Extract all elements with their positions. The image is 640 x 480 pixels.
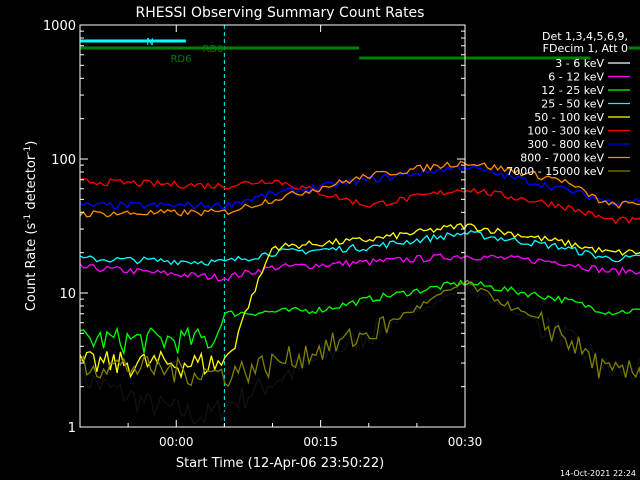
flag-label-n: N	[146, 37, 153, 48]
series-line-0	[79, 284, 640, 425]
flag-label-rd0: RD0	[202, 44, 223, 55]
x-tick-label-0: 00:00	[159, 435, 194, 449]
legend-header-line-2: FDecim 1, Att 0	[543, 42, 628, 55]
series-line-2	[79, 279, 640, 356]
series-line-1	[79, 253, 640, 282]
y-tick-label-0: 1	[68, 421, 76, 436]
legend-label-5: 100 - 300 keV	[527, 125, 604, 138]
y-axis-label: Count Rate (s-1 detector-1)	[23, 141, 39, 312]
series-line-5	[79, 178, 640, 225]
series-line-3	[79, 230, 640, 266]
x-axis-label: Start Time (12-Apr-06 23:50:22)	[176, 456, 384, 471]
flag-label-rd6: RD6	[170, 54, 191, 65]
y-tick-label-1: 10	[59, 287, 76, 302]
series-line-6	[79, 165, 640, 210]
x-tick-label-2: 00:30	[448, 435, 483, 449]
series-line-8	[79, 279, 640, 388]
series-line-4	[79, 223, 640, 380]
x-tick-label-1: 00:15	[303, 435, 338, 449]
legend-label-0: 3 - 6 keV	[555, 57, 604, 70]
legend-label-6: 300 - 800 keV	[527, 138, 604, 151]
legend-label-2: 12 - 25 keV	[541, 84, 604, 97]
plot-area: N RD0 RD6 00:00 00:15 00:30 1 10 100 1000	[43, 19, 640, 449]
y-tick-label-2: 100	[51, 153, 76, 168]
legend-label-7: 800 - 7000 keV	[520, 152, 604, 165]
legend-label-4: 50 - 100 keV	[534, 111, 604, 124]
footer-timestamp: 14-Oct-2021 22:24	[560, 469, 636, 478]
legend-label-8: 7000 - 15000 keV	[506, 165, 604, 178]
legend-label-1: 6 - 12 keV	[548, 71, 604, 84]
legend-label-3: 25 - 50 keV	[541, 98, 604, 111]
legend-header-line-1: Det 1,3,4,5,6,9,	[542, 30, 628, 43]
y-tick-label-3: 1000	[43, 19, 76, 34]
legend: Det 1,3,4,5,6,9, FDecim 1, Att 0 3 - 6 k…	[506, 30, 630, 178]
series-line-7	[79, 160, 640, 218]
chart-title: RHESSI Observing Summary Count Rates	[136, 5, 425, 21]
